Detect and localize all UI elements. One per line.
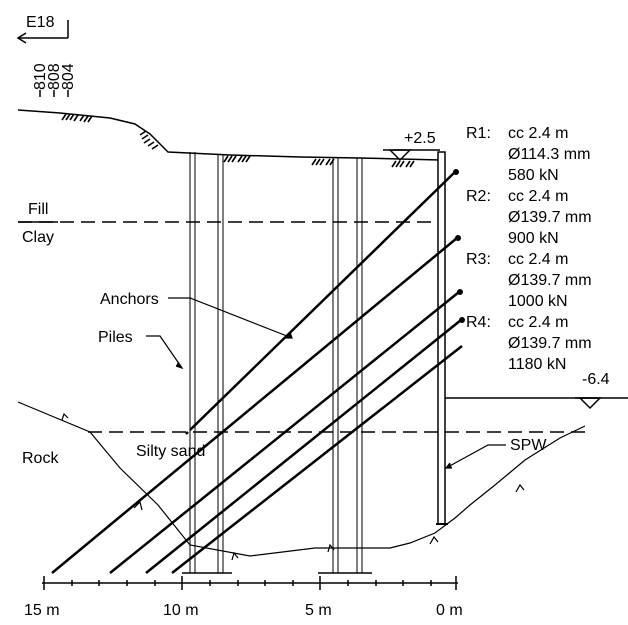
ground-hatch [61, 113, 415, 168]
rock-label: Rock [22, 450, 59, 467]
scale-bar [42, 576, 458, 590]
silty-sand-label: Silty sand [136, 443, 205, 460]
r3-spacing: cc 2.4 m [508, 251, 568, 268]
spw-callout: SPW [510, 437, 547, 454]
r4-load: 1180 kN [508, 356, 566, 373]
anchor-r1 [189, 171, 456, 431]
anchor-specifications: R1: cc 2.4 m Ø114.3 mm 580 kN R2: cc 2.4… [466, 125, 592, 373]
reference-ticks [39, 90, 69, 97]
r3-id: R3: [466, 251, 491, 268]
ground-surface [17, 109, 441, 161]
direction-arrow [16, 20, 69, 44]
direction-label: E18 [26, 14, 55, 31]
anchor-r4 [145, 319, 462, 574]
level-marker-top [383, 149, 440, 162]
scale-label-15m: 15 m [24, 602, 60, 619]
anchor-r4b [171, 345, 463, 574]
level-bottom-label: -6.4 [582, 371, 610, 388]
anchors-callout: Anchors [100, 291, 159, 308]
r4-spacing: cc 2.4 m [508, 314, 568, 331]
anchor-r3 [109, 291, 460, 574]
reference-label-808: 808 [46, 63, 63, 90]
r1-spacing: cc 2.4 m [508, 125, 568, 142]
r3-diameter: Ø139.7 mm [508, 272, 592, 289]
piles-callout: Piles [98, 329, 133, 346]
leader-lines [146, 297, 506, 469]
scale-label-10m: 10 m [163, 602, 199, 619]
r1-diameter: Ø114.3 mm [508, 146, 590, 163]
rock-surface [17, 401, 586, 557]
piles [189, 152, 363, 573]
r1-load: 580 kN [508, 167, 559, 184]
r2-load: 900 kN [508, 230, 559, 247]
rock-hatch [61, 412, 525, 561]
clay-label: Clay [22, 229, 54, 246]
anchor-r2 [51, 237, 458, 574]
anchor-heads [453, 169, 465, 323]
fill-label: Fill [28, 201, 48, 218]
r2-id: R2: [466, 188, 491, 205]
r4-id: R4: [466, 314, 491, 331]
reference-label-804: 804 [60, 63, 77, 90]
level-top-label: +2.5 [404, 130, 436, 147]
anchors [51, 171, 463, 574]
reference-label-810: 810 [32, 63, 49, 90]
excavation-level [440, 397, 628, 410]
scale-label-0m: 0 m [436, 602, 463, 619]
r4-diameter: Ø139.7 mm [508, 335, 592, 352]
scale-label-5m: 5 m [305, 602, 332, 619]
r2-spacing: cc 2.4 m [508, 188, 568, 205]
r1-id: R1: [466, 125, 491, 142]
r3-load: 1000 kN [508, 293, 568, 310]
r2-diameter: Ø139.7 mm [508, 209, 592, 226]
